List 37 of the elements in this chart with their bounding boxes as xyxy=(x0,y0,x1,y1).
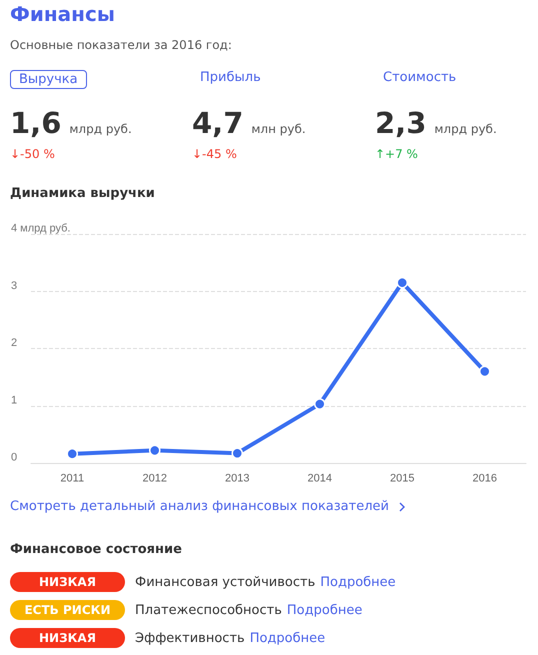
x-tick-label: 2011 xyxy=(60,472,84,484)
y-tick-label: 1 xyxy=(11,394,18,406)
y-tick-label: 4 млрд руб. xyxy=(11,222,70,234)
text: ↓-50 % xyxy=(10,147,55,161)
x-tick-label: 2013 xyxy=(225,472,250,484)
y-tick-label: 0 xyxy=(11,452,18,464)
chart-title: Финансы xyxy=(10,2,115,26)
y-tick-label: 3 xyxy=(11,280,18,292)
text: Смотреть детальный анализ финансовых показателей xyxy=(10,499,390,514)
text: НИЗКАЯ xyxy=(10,572,125,592)
text: Подробнее xyxy=(286,602,362,618)
text: 4,7 xyxy=(192,106,244,140)
text: млрд руб. xyxy=(434,122,497,136)
text: 1,6 xyxy=(10,106,62,140)
x-tick-label: 2015 xyxy=(390,472,414,484)
text: млрд руб. xyxy=(69,122,132,136)
x-tick-label: 2014 xyxy=(308,472,332,484)
text: ↓-45 % xyxy=(192,147,237,161)
x-tick-label: 2016 xyxy=(472,472,497,484)
y-tick-label: 2 xyxy=(11,337,18,349)
text: Выручка xyxy=(10,70,87,89)
text: 2,3 xyxy=(375,106,426,140)
text: Подробнее xyxy=(250,630,326,646)
text: Прибыль xyxy=(200,70,261,85)
text: Подробнее xyxy=(320,574,396,590)
text: Стоимость xyxy=(383,70,456,85)
text: млн руб. xyxy=(251,122,306,136)
text: Эффективность xyxy=(135,630,245,646)
x-tick-label: 2012 xyxy=(142,472,167,484)
text: НИЗКАЯ xyxy=(10,628,125,648)
text: ЕСТЬ РИСКИ xyxy=(10,600,125,620)
text: Платежеспособность xyxy=(135,602,282,618)
chart-subtitle: Основные показатели за 2016 год: xyxy=(10,38,232,52)
text: ↑+7 % xyxy=(375,147,418,161)
text: Динамика выручки xyxy=(10,186,155,201)
text: Финансовое состояние xyxy=(10,542,182,557)
text: Финансовая устойчивость xyxy=(135,574,316,590)
